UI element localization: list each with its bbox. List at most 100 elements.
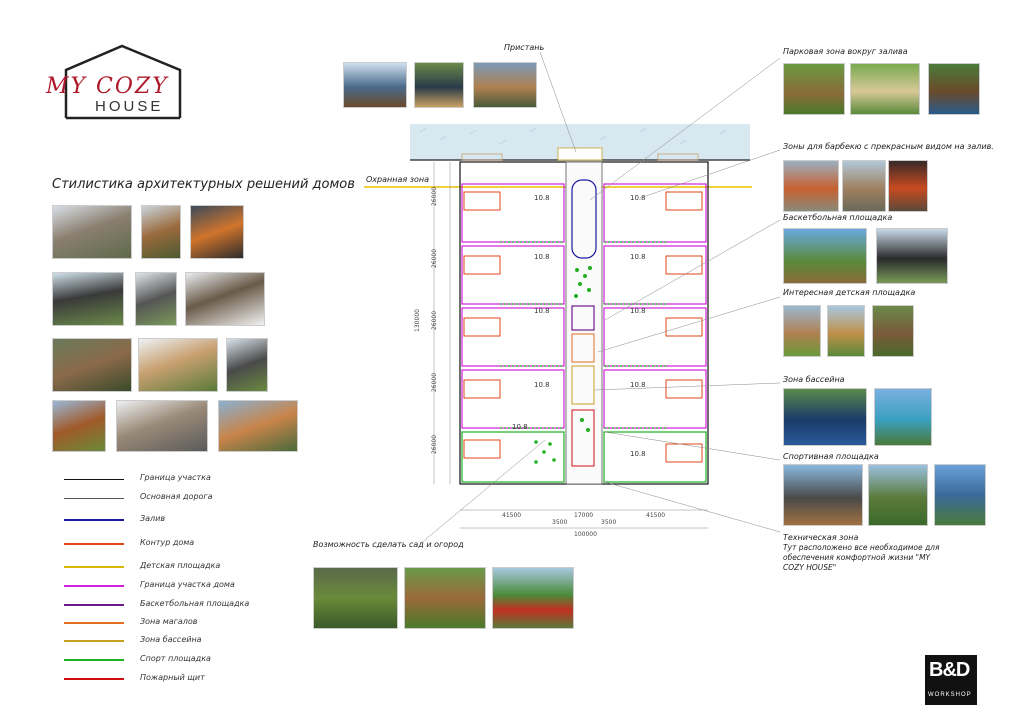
pier [557, 147, 603, 161]
house-photo [52, 400, 106, 452]
basketball-label: Баскетбольная площадка [783, 213, 893, 222]
dim-label: 41500 [502, 512, 522, 519]
legend-swatch [64, 566, 124, 568]
basketball-photo [783, 228, 867, 284]
legend-swatch [64, 543, 124, 545]
legend-label: Граница участка дома [140, 580, 235, 589]
legend-swatch [64, 585, 124, 587]
site-plan [364, 124, 752, 529]
bbq-photo [888, 160, 928, 212]
house-photo [52, 205, 132, 259]
house-photo [52, 272, 124, 326]
house-photo [226, 338, 268, 392]
brand-sub: WORKSHOP [928, 692, 972, 698]
pool-area [571, 365, 595, 405]
logo: MY COZY HOUSE [40, 40, 210, 122]
security-zone-label: Охранная зона [366, 175, 430, 184]
legend-swatch [64, 479, 124, 480]
legend-swatch [64, 519, 124, 521]
dim-label: 100000 [574, 531, 597, 538]
pier-photo [343, 62, 407, 108]
sports-photo [934, 464, 986, 526]
legend-swatch [64, 659, 124, 661]
legend-label: Граница участка [140, 473, 211, 482]
bbq-photo [842, 160, 886, 212]
dim-label: 17000 [574, 512, 594, 519]
logo-title: MY COZY [46, 74, 169, 99]
fire-shield [571, 409, 595, 467]
tech-zone-title: Техническая зона [783, 533, 859, 542]
house-photo [218, 400, 298, 452]
park-photo [850, 63, 920, 115]
pool-photo [874, 388, 932, 446]
basketball-court [571, 305, 595, 331]
basketball-photo [876, 228, 948, 284]
style-heading: Стилистика архитектурных решений домов [52, 177, 355, 192]
logo-house-icon [64, 44, 182, 120]
plot-number: 10.8 [630, 307, 646, 315]
park-label: Парковая зона вокруг залива [783, 47, 908, 56]
sports-photo [868, 464, 928, 526]
left-plots [461, 183, 565, 483]
legend-label: Залив [140, 514, 166, 523]
house-photo [185, 272, 265, 326]
garden-photo [404, 567, 486, 629]
playground-photo [827, 305, 865, 357]
garden-photo [313, 567, 398, 629]
sports-photo [783, 464, 863, 526]
right-plots [603, 183, 707, 483]
legend-label: Контур дома [140, 538, 195, 547]
playground-photo [783, 305, 821, 357]
bbq-strips [461, 153, 699, 161]
plot-number: 10.8 [534, 307, 550, 315]
playground-label: Интересная детская площадка [783, 288, 916, 297]
legend-swatch [64, 622, 124, 624]
playground-area [571, 333, 595, 363]
legend-label: Основная дорога [140, 492, 213, 501]
pier-photo [414, 62, 464, 108]
pier-label: Пристань [504, 43, 545, 52]
garden-label: Возможность сделать сад и огород [313, 540, 464, 549]
legend-label: Пожарный щит [140, 673, 205, 682]
tech-zone-description: Тут расположено все необходимое для обес… [783, 543, 940, 572]
plot-number: 10.8 [512, 423, 528, 431]
plot-number: 10.8 [534, 381, 550, 389]
legend-swatch [64, 604, 124, 606]
park-photo [928, 63, 980, 115]
house-photo [52, 338, 132, 392]
plot-number: 10.8 [630, 194, 646, 202]
pool-label: Зона бассейна [783, 375, 845, 384]
house-photo [141, 205, 181, 259]
legend-label: Зона бассейна [140, 635, 202, 644]
house-photo [116, 400, 208, 452]
house-photo [135, 272, 177, 326]
plot-number: 10.8 [630, 253, 646, 261]
pool-photo [783, 388, 867, 446]
plot-number: 10.8 [534, 253, 550, 261]
plot-number: 10.8 [534, 194, 550, 202]
dim-label: 41500 [646, 512, 666, 519]
park-photo [783, 63, 845, 115]
legend-label: Зона магалов [140, 617, 198, 626]
logo-subtitle: HOUSE [95, 98, 164, 115]
bbq-photo [783, 160, 839, 212]
brand-mark: B&D [929, 659, 970, 681]
pier-photo [473, 62, 537, 108]
legend-label: Детская площадка [140, 561, 221, 570]
bay-channel [571, 179, 597, 259]
green-spots [574, 266, 592, 432]
legend-label: Баскетбольная площадка [140, 599, 250, 608]
brand-logo: B&D WORKSHOP [925, 655, 977, 705]
dim-label: 3500 [552, 519, 568, 526]
garden-photo [492, 567, 574, 629]
legend-label: Спорт площадка [140, 654, 211, 663]
house-photo [190, 205, 244, 259]
playground-photo [872, 305, 914, 357]
house-photo [138, 338, 218, 392]
plot-number: 10.8 [630, 381, 646, 389]
plot-number: 10.8 [630, 450, 646, 458]
dim-label: 3500 [601, 519, 617, 526]
legend-swatch [64, 678, 124, 680]
sports-label: Спортивная площадка [783, 452, 879, 461]
